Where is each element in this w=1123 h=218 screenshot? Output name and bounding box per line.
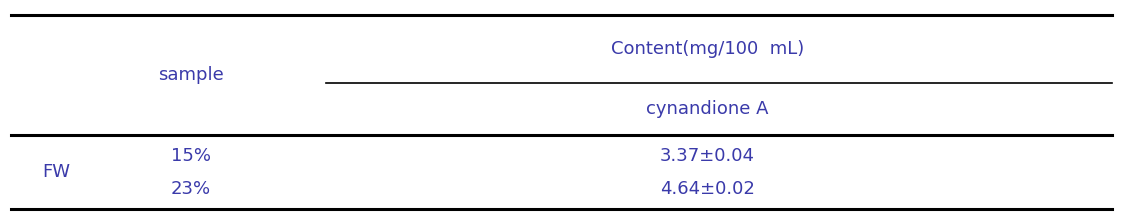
Text: cynandione A: cynandione A xyxy=(646,100,769,118)
Text: FW: FW xyxy=(43,163,70,181)
Text: Content(mg/100  mL): Content(mg/100 mL) xyxy=(611,40,804,58)
Text: 15%: 15% xyxy=(171,147,211,165)
Text: 3.37±0.04: 3.37±0.04 xyxy=(660,147,755,165)
Text: 4.64±0.02: 4.64±0.02 xyxy=(660,180,755,198)
Text: sample: sample xyxy=(158,66,223,84)
Text: 23%: 23% xyxy=(171,180,211,198)
